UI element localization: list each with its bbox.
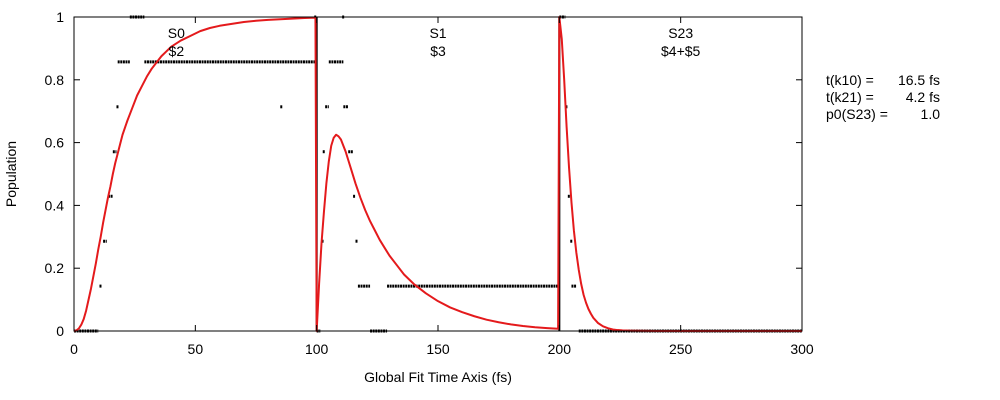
y-tick-label: 0.6 [45, 135, 65, 151]
plot-frame [73, 16, 803, 332]
x-tick-label: 300 [790, 341, 814, 357]
x-tick-label: 200 [548, 341, 572, 357]
x-tick-label: 150 [426, 341, 450, 357]
panel-title: S23 [668, 25, 693, 41]
y-axis-title: Population [3, 141, 19, 207]
fit-parameter-value: 1.0 [921, 106, 941, 122]
chart-marks [73, 15, 802, 333]
panel-subtitle: $4+$5 [661, 43, 701, 59]
fit-parameter-label: p0(S23) = [826, 106, 888, 122]
fit-parameter-label: t(k21) = [826, 89, 874, 105]
y-tick-label: 0.2 [45, 260, 65, 276]
y-tick-label: 1 [56, 9, 64, 25]
fit-parameter-label: t(k10) = [826, 72, 874, 88]
panel-title: S0 [168, 25, 185, 41]
fit-curve [73, 16, 802, 332]
x-tick-label: 50 [188, 341, 204, 357]
panel-labels: S0 $2 S1 $3 S23 $4+$5 [168, 25, 701, 59]
fit-parameter-value: 16.5 fs [898, 72, 940, 88]
x-axis-title: Global Fit Time Axis (fs) [364, 369, 512, 385]
y-tick-label: 0.4 [45, 197, 65, 213]
y-tick-label: 0.8 [45, 72, 65, 88]
fit-parameter-value: 4.2 fs [906, 89, 940, 105]
x-tick-label: 100 [305, 341, 329, 357]
x-tick-label: 250 [669, 341, 693, 357]
fit-parameters: t(k10) = 16.5 fs t(k21) = 4.2 fs p0(S23) = 1.… [826, 72, 940, 122]
x-axis: 0 50 100 150 200 250 300 [70, 17, 814, 357]
y-tick-label: 0 [56, 323, 64, 339]
y-axis: 0 0.2 0.4 0.6 0.8 1 [45, 9, 802, 339]
panel-subtitle: $2 [169, 43, 185, 59]
panel-title: S1 [429, 25, 446, 41]
panel-subtitle: $3 [430, 43, 446, 59]
x-tick-label: 0 [70, 341, 78, 357]
